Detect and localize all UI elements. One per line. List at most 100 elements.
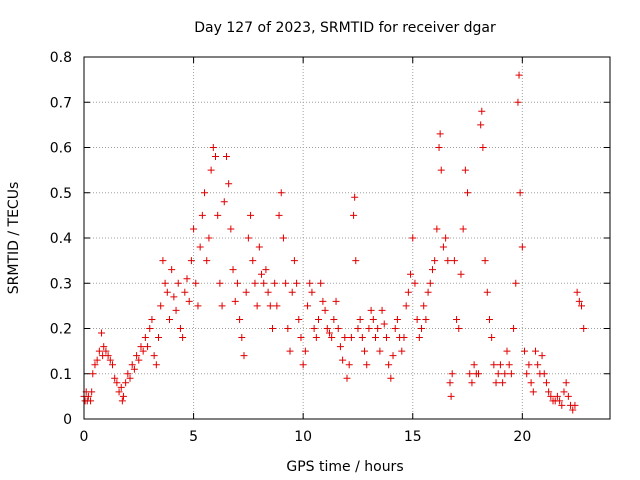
- data-point: [168, 266, 176, 274]
- y-tick-label: 0.1: [50, 367, 72, 383]
- data-point: [510, 325, 518, 332]
- data-point: [521, 347, 529, 355]
- data-point: [365, 325, 373, 332]
- data-point: [87, 397, 95, 405]
- data-point: [214, 211, 222, 219]
- data-point: [115, 388, 123, 396]
- data-point: [201, 189, 209, 197]
- data-point: [104, 352, 112, 360]
- data-point: [562, 379, 570, 387]
- data-point: [118, 397, 126, 405]
- y-tick-label: 0.7: [50, 95, 72, 111]
- data-point: [236, 315, 244, 323]
- data-point: [475, 370, 482, 378]
- data-point: [439, 243, 447, 251]
- data-point: [477, 121, 485, 129]
- data-point: [279, 234, 287, 242]
- data-point: [380, 320, 388, 328]
- data-point: [174, 279, 182, 287]
- data-point: [435, 144, 443, 151]
- y-tick-label: 0.6: [50, 141, 72, 157]
- data-point: [308, 288, 316, 296]
- data-point: [310, 325, 318, 332]
- data-point: [299, 361, 307, 369]
- data-point: [534, 361, 542, 369]
- data-point: [523, 370, 531, 378]
- data-point: [358, 334, 366, 342]
- data-point: [361, 347, 369, 355]
- data-point: [492, 379, 500, 387]
- data-point: [525, 361, 533, 369]
- data-point: [558, 401, 566, 409]
- data-point: [447, 392, 455, 400]
- data-point: [466, 370, 474, 378]
- data-point: [319, 297, 327, 305]
- data-point: [455, 325, 463, 332]
- data-point: [144, 343, 152, 351]
- data-point: [330, 315, 338, 323]
- data-point: [216, 279, 224, 287]
- y-tick-label: 0.2: [50, 322, 72, 338]
- data-point: [545, 388, 553, 396]
- data-point: [95, 347, 103, 355]
- data-point: [139, 347, 147, 355]
- data-point: [494, 370, 502, 378]
- data-point: [503, 347, 511, 355]
- data-point: [400, 334, 408, 342]
- data-point: [483, 288, 491, 296]
- data-point: [404, 288, 412, 296]
- data-point: [277, 189, 285, 197]
- data-point: [205, 234, 213, 242]
- data-point: [284, 325, 292, 332]
- data-point: [547, 392, 555, 400]
- x-tick-label: 0: [80, 429, 89, 445]
- data-point: [264, 288, 272, 296]
- data-point: [203, 257, 211, 265]
- data-point: [317, 279, 325, 287]
- data-point: [233, 279, 241, 287]
- data-point: [117, 383, 125, 391]
- data-point: [91, 361, 99, 369]
- data-point: [490, 361, 498, 369]
- x-tick-label: 20: [513, 429, 531, 445]
- data-point: [538, 352, 546, 360]
- data-point: [170, 293, 178, 301]
- data-point: [437, 166, 445, 174]
- data-point: [89, 370, 97, 378]
- data-point: [444, 257, 452, 265]
- data-point: [172, 306, 180, 314]
- data-point: [556, 397, 564, 405]
- y-tick-label: 0: [63, 412, 72, 428]
- y-tick-label: 0.5: [50, 186, 72, 202]
- data-point: [183, 275, 191, 283]
- data-point: [111, 374, 119, 382]
- data-point: [260, 279, 268, 287]
- data-point: [341, 334, 349, 342]
- data-point: [564, 392, 572, 400]
- data-point: [290, 257, 298, 265]
- data-point: [468, 379, 476, 387]
- data-point: [402, 302, 410, 310]
- data-point: [227, 225, 235, 233]
- data-point: [413, 315, 421, 323]
- data-point: [420, 302, 428, 310]
- data-point: [553, 392, 561, 400]
- data-point: [304, 302, 312, 310]
- data-point: [529, 388, 537, 396]
- data-point: [176, 325, 184, 332]
- data-point: [93, 356, 101, 364]
- data-point: [240, 352, 248, 360]
- data-point: [569, 406, 577, 414]
- data-point: [424, 288, 432, 296]
- data-point: [325, 329, 333, 337]
- data-point: [431, 257, 439, 265]
- data-point: [575, 297, 583, 305]
- data-point: [297, 334, 305, 342]
- data-point: [453, 315, 461, 323]
- data-point: [374, 325, 382, 332]
- data-point: [363, 361, 371, 369]
- axis-ticks: 0 0.1 0.2 0.3 0.4 0.5 0.6 0.7 0.8 0 5 10 15 20: [50, 50, 610, 445]
- data-point: [505, 361, 513, 369]
- data-point: [578, 302, 586, 310]
